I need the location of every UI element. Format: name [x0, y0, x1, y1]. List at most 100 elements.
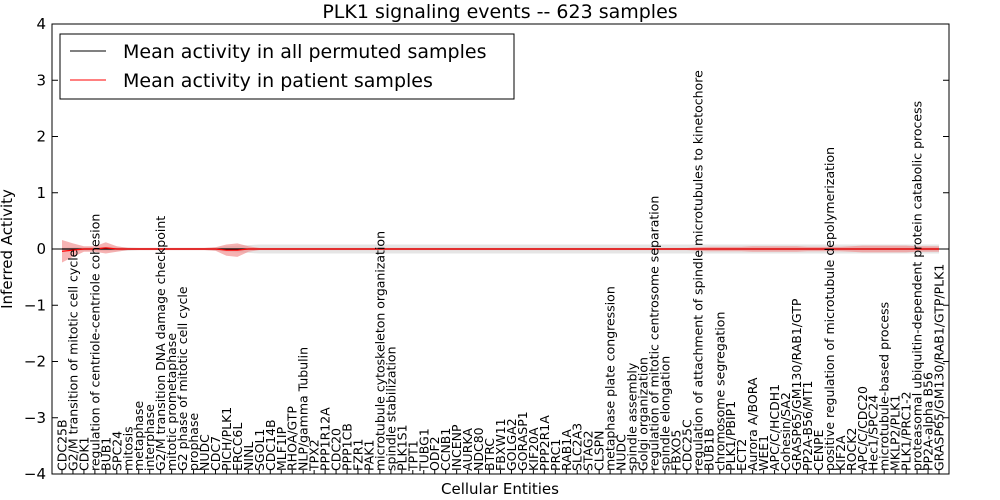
x-tick-label: CCNB1 — [438, 428, 453, 471]
x-tick-label: INCENP — [449, 424, 464, 471]
y-tick-label: 2 — [36, 128, 46, 146]
x-tick-label: GOLGA2 — [504, 418, 519, 471]
x-tick-label: FBXW11 — [493, 418, 508, 471]
x-tick-label: GORASP1 — [515, 411, 530, 471]
x-tick-label: TPX2 — [307, 439, 322, 472]
x-tick-label: G2 phase of mitotic cell cycle — [175, 286, 190, 471]
x-tick-label: NUDC — [614, 434, 629, 471]
x-tick-label: AURKA — [460, 428, 475, 471]
y-tick-label: 1 — [36, 184, 46, 202]
x-tick-label: CDC20 — [329, 428, 344, 471]
legend-label-permuted: Mean activity in all permuted samples — [123, 41, 486, 63]
x-tick-label: regulation of centriole-centriole cohesi… — [87, 214, 102, 471]
x-tick-label: SLC2A3 — [570, 423, 585, 471]
x-tick-label: FBXO5 — [668, 430, 683, 471]
x-tick-label: prophase — [186, 413, 201, 471]
chart-title: PLK1 signaling events -- 623 samples — [322, 1, 677, 23]
x-tick-label: microtubule cytoskeleton organization — [372, 231, 387, 471]
x-tick-label: WEE1 — [756, 435, 771, 471]
x-tick-label: GRASP65/GM130/RAB1/GTP/PLK1 — [932, 264, 947, 471]
x-tick-label: positive regulation of microtubule depol… — [822, 147, 837, 471]
y-tick-label: −2 — [24, 353, 46, 371]
x-tick-label: interphase — [142, 404, 157, 471]
x-tick-label: BUB1B — [701, 428, 716, 471]
y-tick-label: −3 — [24, 409, 46, 427]
x-tick-label: Aurora A/BORA — [745, 377, 760, 471]
y-axis-label: Inferred Activity — [0, 189, 16, 309]
x-tick-label: PP2A-B56/MT1 — [800, 381, 815, 471]
x-tick-label: NLP/gamma Tubulin — [296, 347, 311, 471]
legend: Mean activity in all permuted samples Me… — [59, 33, 515, 100]
x-tick-label: KIF2A — [833, 435, 848, 471]
x-tick-label: PLK1S1 — [394, 424, 409, 471]
x-tick-label: ECT2 — [734, 439, 749, 471]
x-tick-label: Cohesin/SA2 — [778, 392, 793, 471]
x-axis-label: Cellular Entities — [441, 480, 559, 498]
x-tick-label: SPC24 — [109, 431, 124, 471]
x-tick-label: PP2A-alpha B56 — [921, 372, 936, 471]
x-tick-label: MLF1IP — [274, 426, 289, 471]
x-tick-label: TPT1 — [405, 440, 420, 472]
x-tick-label: PICH/PLK1 — [219, 407, 234, 471]
x-tick-label: APC/C/HCDH1 — [767, 384, 782, 471]
x-tick-label: CDC14B — [263, 419, 278, 471]
x-tick-label: NINL — [241, 442, 256, 471]
x-tick-label: FZR1 — [351, 439, 366, 471]
x-tick-label: PAK1 — [361, 440, 376, 471]
legend-label-patient: Mean activity in patient samples — [123, 70, 433, 92]
y-tick-label: 4 — [36, 15, 46, 33]
y-tick-label: 3 — [36, 71, 46, 89]
x-tick-label: NDC80 — [471, 427, 486, 471]
x-tick-label: mitosis — [120, 426, 135, 471]
x-tick-label: mitotic prometaphase — [164, 333, 179, 471]
x-tick-label: regulation of attachment of spindle micr… — [690, 70, 705, 471]
x-tick-label: SGOL1 — [252, 429, 267, 471]
x-tick-label: PLK1/PBIP1 — [723, 401, 738, 471]
x-tick-label: CDK1 — [76, 436, 91, 471]
x-tick-label: CDC25C — [679, 419, 694, 471]
x-tick-label: ERCC6L — [230, 423, 245, 471]
x-tick-label: spindle elongation — [657, 356, 672, 471]
x-tick-label: metaphase plate congression — [603, 286, 618, 471]
x-tick-label: Golgi organization — [636, 357, 651, 471]
x-tick-label: PPP1CB — [340, 423, 355, 471]
x-tick-label: ODF2 — [427, 436, 442, 471]
x-tick-label: TUBG1 — [416, 428, 431, 472]
x-tick-label: MKLP2/PLK1 — [888, 395, 903, 471]
x-tick-label: CLSPN — [592, 430, 607, 471]
x-tick-label: RAB1A — [559, 429, 574, 471]
x-tick-label: PRC1 — [548, 439, 563, 471]
x-tick-label: regulation of mitotic centrosome separat… — [647, 196, 662, 471]
series-line-patient — [61, 247, 939, 252]
x-tick-label: APC/C/CDC20 — [855, 386, 870, 471]
x-tick-label: BTRC — [482, 438, 497, 471]
y-tick-label: −4 — [24, 465, 46, 483]
x-tick-label: ROCK2 — [844, 428, 859, 471]
y-tick-label: −1 — [24, 296, 46, 314]
band-patient — [62, 240, 939, 263]
x-tick-label: NUDC — [197, 434, 212, 471]
x-tick-label: CDC25B — [55, 419, 70, 471]
x-tick-label: proteasomal ubiquitin-dependent protein … — [910, 101, 925, 471]
x-tick-label: STAG2 — [581, 430, 596, 471]
x-tick-label: G2/M transition of mitotic cell cycle — [66, 249, 81, 471]
x-tick-label: microtubule-based process — [877, 302, 892, 471]
x-tick-label: PLK1/PRC1-2 — [899, 391, 914, 471]
x-tick-label: chromosome segregation — [712, 312, 727, 471]
x-tick-label: RHOA/GTP — [285, 406, 300, 471]
x-tick-label: CDC7 — [208, 436, 223, 471]
y-tick-label: 0 — [36, 240, 46, 258]
x-tick-label: CENPE — [811, 429, 826, 471]
x-tick-label: PPP2R1A — [537, 415, 552, 471]
x-tick-label: BUB1 — [98, 437, 113, 471]
x-tick-label: metaphase — [131, 401, 146, 471]
x-tick-label: spindle stabilization — [383, 346, 398, 471]
x-tick-label: KIF20A — [526, 427, 541, 471]
x-tick-label: G2/M transition DNA damage checkpoint — [153, 216, 168, 471]
x-tick-label: GRASP65/GM130/RAB1/GTP — [789, 298, 804, 471]
x-tick-label: spindle assembly — [625, 362, 640, 471]
x-tick-label: PPP1R12A — [318, 407, 333, 471]
x-tick-label: Hec1/SPC24 — [866, 395, 881, 471]
